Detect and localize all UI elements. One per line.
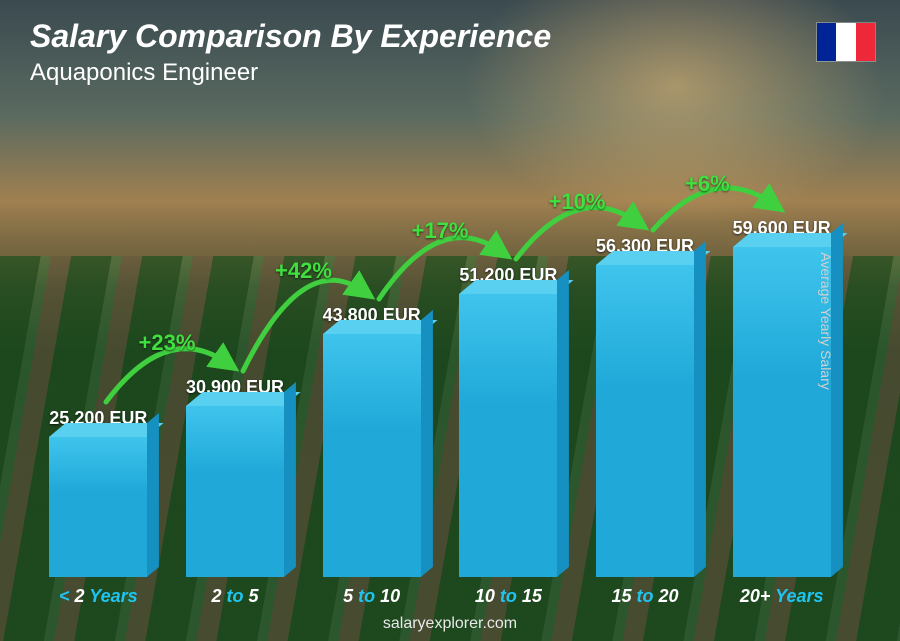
x-axis-label: 5 to 10 [303,586,440,607]
bar-front-face [49,437,147,577]
x-axis-label: 2 to 5 [167,586,304,607]
bar-group: 43,800 EUR [303,120,440,577]
x-axis-label: < 2 Years [30,586,167,607]
bar-side-face [694,241,706,577]
bar-front-face [186,406,284,577]
bar-front-face [596,265,694,577]
france-flag-icon [816,22,876,62]
bar-front-face [733,247,831,577]
bar-side-face [147,413,159,577]
bar-side-face [421,310,433,577]
flag-stripe-white [836,23,855,61]
bar-group: 25,200 EUR [30,120,167,577]
bar [323,334,421,577]
bar [459,294,557,577]
bar-front-face [323,334,421,577]
chart-title: Salary Comparison By Experience [30,18,551,55]
x-axis-label: 10 to 15 [440,586,577,607]
y-axis-label: Average Yearly Salary [817,252,833,390]
bar [186,406,284,577]
bar [49,437,147,577]
x-axis-label: 15 to 20 [577,586,714,607]
x-axis: < 2 Years2 to 55 to 1010 to 1515 to 2020… [30,586,850,607]
bars-row: 25,200 EUR 30,900 EUR 43,800 EUR 51,200 … [30,120,850,577]
bar-front-face [459,294,557,577]
chart-plot-area: 25,200 EUR 30,900 EUR 43,800 EUR 51,200 … [30,120,850,577]
bar-side-face [284,382,296,577]
bar-group: 56,300 EUR [577,120,714,577]
flag-stripe-red [856,23,875,61]
chart-subtitle: Aquaponics Engineer [30,59,551,87]
footer-attribution: salaryexplorer.com [0,615,900,633]
bar [733,247,831,577]
bar-side-face [557,269,569,577]
bar-group: 51,200 EUR [440,120,577,577]
title-block: Salary Comparison By Experience Aquaponi… [30,18,551,87]
chart-container: Salary Comparison By Experience Aquaponi… [0,0,900,641]
x-axis-label: 20+ Years [713,586,850,607]
bar-group: 30,900 EUR [167,120,304,577]
bar [596,265,694,577]
flag-stripe-blue [817,23,836,61]
